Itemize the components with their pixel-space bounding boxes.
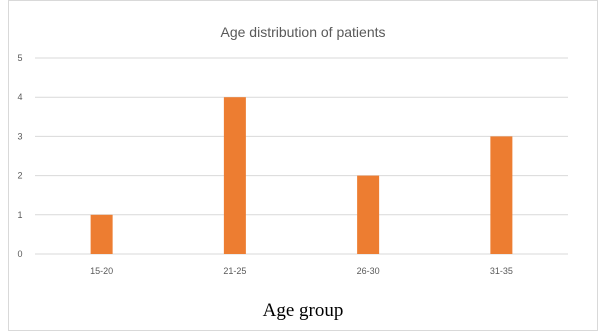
x-tick-label: 31-35 [490, 266, 513, 276]
y-tick-label: 3 [17, 131, 22, 141]
bar-21-25 [223, 97, 246, 254]
bar-15-20 [90, 214, 113, 254]
x-tick-label: 15-20 [90, 266, 113, 276]
y-tick-label: 5 [17, 53, 22, 63]
bar-31-35 [490, 136, 513, 254]
chart-title: Age distribution of patients [220, 24, 386, 40]
x-tick-label: 21-25 [223, 266, 246, 276]
y-tick-label: 0 [17, 249, 22, 259]
y-tick-label: 1 [17, 210, 22, 220]
y-tick-label: 2 [17, 171, 22, 181]
y-tick-label: 4 [17, 92, 22, 102]
bar-26-30 [357, 175, 380, 254]
x-axis-label: Age group [262, 300, 344, 321]
x-tick-label: 26-30 [357, 266, 380, 276]
